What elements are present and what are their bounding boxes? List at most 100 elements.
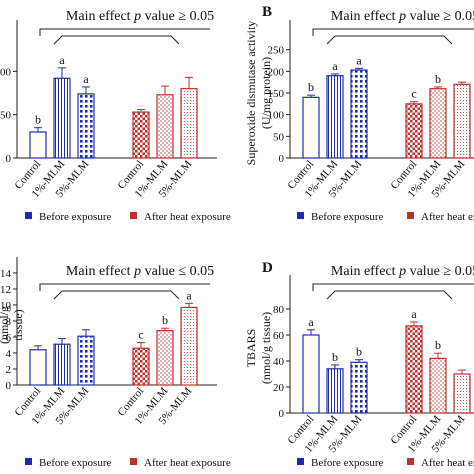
y-tick-label: 50: [0, 110, 12, 122]
legend-swatch-after: [130, 458, 137, 465]
legend-label-after: After heat exposure: [421, 457, 474, 469]
bar-5pct-mlm-before: [350, 361, 368, 414]
panel-3: 02468101214Control1%-MLM5%-MLMcControlb1…: [0, 257, 231, 469]
panel-4: 020406080aControlb1%-MLMb5%-MLMaControlb…: [244, 260, 474, 469]
legend-swatch-before: [25, 212, 32, 219]
y-tick-label: 40: [273, 356, 285, 368]
significance-letter: a: [59, 53, 65, 67]
y-axis-label-line: (nmol/g tissue): [259, 312, 273, 384]
bar-5pct-mlm-after: [453, 373, 471, 414]
y-tick-label: 200: [268, 66, 285, 78]
legend-label-before: Before exposure: [39, 457, 112, 469]
bar-control-after: [405, 103, 423, 159]
panel-letter: D: [262, 260, 273, 276]
panel-letter: B: [262, 4, 272, 20]
legend-swatch-before: [297, 458, 304, 465]
significance-letter: a: [186, 288, 192, 302]
main-effect-prefix: Main effect: [66, 264, 134, 279]
group-bracket: [326, 290, 453, 300]
bar-1pct-mlm-before: [53, 77, 71, 159]
y-tick-label: 6: [6, 332, 12, 344]
y-tick-label: 100: [268, 110, 285, 122]
legend-label-after: After heat exposure: [144, 457, 231, 469]
significance-letter: a: [83, 72, 89, 86]
bar-5pct-mlm-before: [77, 335, 95, 386]
significance-letter: a: [356, 53, 362, 67]
main-effect-suffix: value ≥ 0.05: [406, 9, 474, 24]
bar-1pct-mlm-after: [156, 330, 174, 386]
y-tick-label: 250: [268, 45, 285, 57]
main-effect-bracket: [39, 283, 210, 291]
legend-label-before: Before exposure: [311, 211, 384, 223]
significance-letter: b: [356, 345, 362, 359]
bar-1pct-mlm-before: [326, 368, 344, 414]
bar-1pct-mlm-before: [53, 343, 71, 386]
main-effect-prefix: Main effect: [331, 264, 399, 279]
main-effect-bracket: [39, 28, 210, 36]
main-effect-prefix: Main effect: [331, 9, 399, 24]
bar-5pct-mlm-before: [77, 93, 95, 159]
main-effect-prefix: Main effect: [66, 9, 134, 24]
bar-5pct-mlm-before: [350, 69, 368, 159]
legend-label-after: After heat exposure: [144, 211, 231, 223]
y-axis-label-line: (nmol/g: [0, 306, 11, 344]
bar-control-after: [405, 325, 423, 414]
legend-swatch-after: [407, 212, 414, 219]
legend-swatch-after: [407, 458, 414, 465]
significance-letter: b: [332, 350, 338, 364]
bar-5pct-mlm-after: [180, 88, 198, 159]
y-tick-label: 10: [0, 300, 12, 312]
y-tick-label: 0: [279, 408, 285, 420]
y-axis-label-line: tissue): [11, 309, 25, 340]
main-effect-label: Main effect p value ≥ 0.05: [331, 264, 474, 279]
main-effect-p: p: [398, 9, 406, 24]
main-effect-suffix: value ≥ 0.05: [406, 264, 474, 279]
legend-label-before: Before exposure: [39, 211, 112, 223]
significance-letter: b: [308, 80, 314, 94]
bar-1pct-mlm-before: [326, 75, 344, 159]
y-tick-label: 12: [0, 284, 11, 296]
significance-letter: b: [35, 113, 41, 127]
main-effect-bracket: [312, 283, 474, 291]
y-tick-label: 0: [279, 153, 285, 165]
bar-control-before: [302, 96, 320, 159]
significance-letter: b: [162, 313, 168, 327]
bar-control-after: [132, 111, 150, 159]
legend-label-after: After heat exposure: [421, 211, 474, 223]
bar-control-before: [302, 334, 320, 414]
y-tick-label: 150: [268, 88, 285, 100]
bar-control-before: [29, 349, 47, 386]
y-tick-label: 2: [6, 364, 12, 376]
group-bracket: [326, 35, 453, 45]
bar-control-after: [132, 347, 150, 386]
bar-1pct-mlm-after: [156, 94, 174, 159]
bar-5pct-mlm-after: [453, 83, 471, 159]
y-tick-label: 50: [273, 131, 285, 143]
panel-2: 050100150200250bControla1%-MLMa5%-MLMcCo…: [244, 4, 474, 223]
main-effect-suffix: value ≤ 0.05: [141, 264, 214, 279]
bar-1pct-mlm-after: [429, 357, 447, 414]
y-tick-label: 80: [273, 304, 285, 316]
bar-5pct-mlm-after: [180, 306, 198, 386]
y-axis-label-line: TBARS: [244, 329, 258, 368]
y-tick-label: 20: [273, 382, 285, 394]
y-tick-label: 0: [6, 153, 12, 165]
panel-1: 050100bControla1%-MLMa5%-MLMControl1%-ML…: [0, 9, 231, 223]
significance-letter: b: [435, 72, 441, 86]
significance-letter: b: [435, 338, 441, 352]
main-effect-p: p: [133, 264, 141, 279]
legend-label-before: Before exposure: [311, 457, 384, 469]
y-axis-label-line: (U/mg protein): [259, 57, 273, 129]
group-bracket: [53, 35, 180, 45]
y-axis-label-line: Superoxide dismutase activity: [244, 21, 258, 166]
y-tick-label: 14: [0, 268, 12, 280]
significance-letter: a: [332, 59, 338, 73]
main-effect-label: Main effect p value ≤ 0.05: [66, 264, 214, 279]
legend-swatch-before: [25, 458, 32, 465]
legend-swatch-after: [130, 212, 137, 219]
y-tick-label: 8: [6, 316, 12, 328]
main-effect-suffix: value ≥ 0.05: [141, 9, 214, 24]
main-effect-label: Main effect p value ≥ 0.05: [66, 9, 214, 24]
significance-letter: a: [411, 307, 417, 321]
